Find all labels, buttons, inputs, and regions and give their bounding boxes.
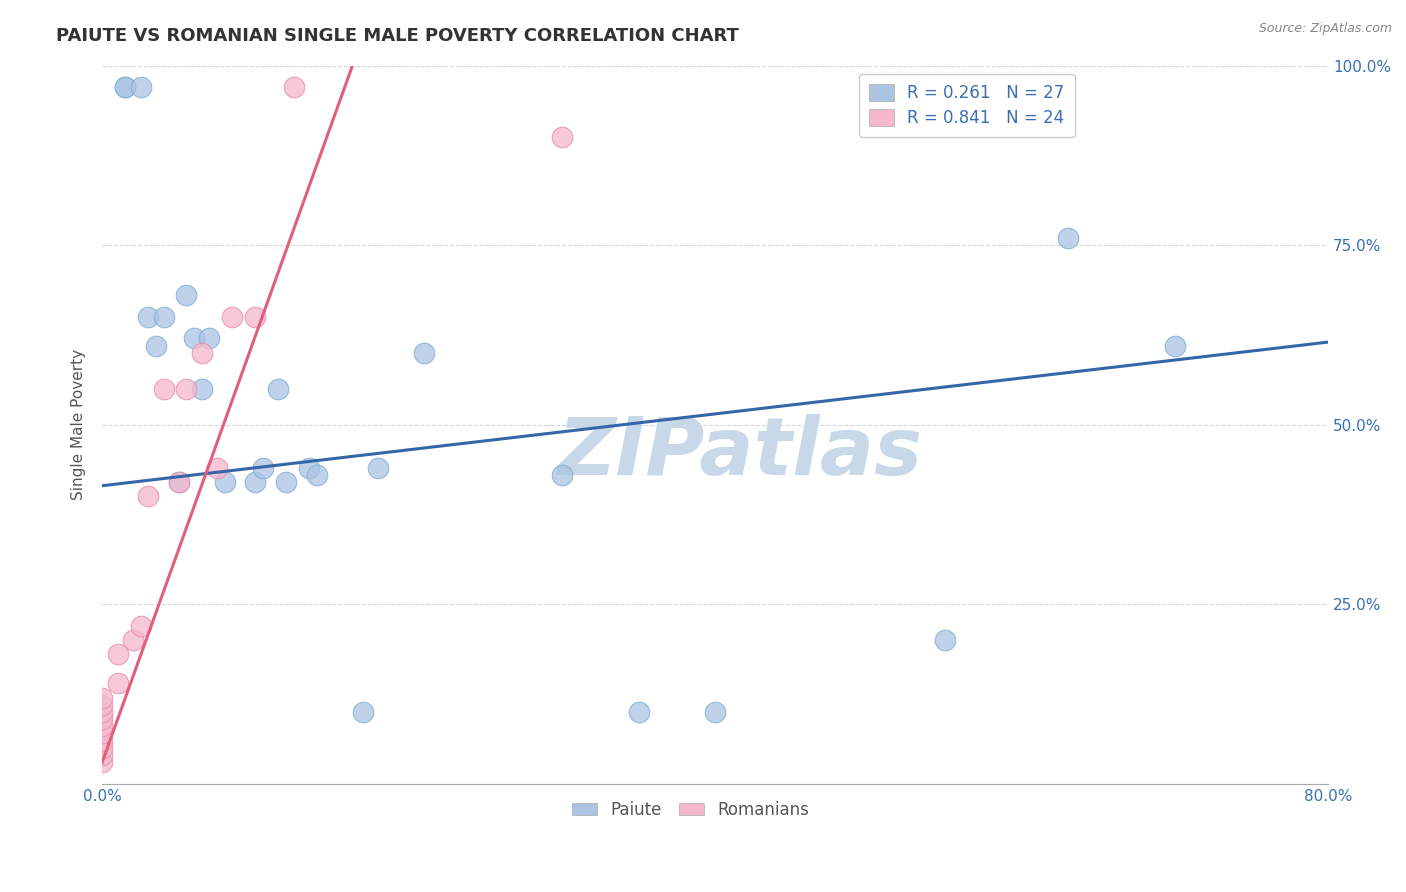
Point (191, 346, 214, 360)
Point (221, 310, 243, 324)
Point (413, 346, 436, 360)
Point (245, 475, 267, 489)
Legend: Paiute, Romanians: Paiute, Romanians (565, 795, 815, 826)
Y-axis label: Single Male Poverty: Single Male Poverty (72, 349, 86, 500)
Point (551, 130, 574, 145)
Point (176, 288, 198, 302)
Point (114, 80, 136, 95)
Point (198, 331, 221, 345)
Point (704, 705, 727, 719)
Text: Source: ZipAtlas.com: Source: ZipAtlas.com (1258, 22, 1392, 36)
Point (205, 460, 228, 475)
Point (152, 382, 174, 396)
Point (107, 676, 129, 690)
Point (274, 475, 297, 489)
Point (91, 690, 114, 705)
Point (267, 382, 290, 396)
Point (283, 80, 305, 95)
Point (114, 80, 136, 95)
Point (121, 633, 143, 648)
Point (298, 460, 321, 475)
Point (91, 733, 114, 747)
Point (627, 705, 650, 719)
Point (136, 310, 159, 324)
Point (91, 755, 114, 769)
Point (214, 475, 236, 489)
Point (129, 619, 152, 633)
Point (91, 712, 114, 726)
Point (245, 310, 267, 324)
Point (352, 705, 374, 719)
Point (167, 475, 190, 489)
Point (129, 80, 152, 95)
Point (91, 719, 114, 733)
Point (183, 331, 205, 345)
Point (191, 382, 214, 396)
Text: PAIUTE VS ROMANIAN SINGLE MALE POVERTY CORRELATION CHART: PAIUTE VS ROMANIAN SINGLE MALE POVERTY C… (56, 27, 740, 45)
Point (145, 339, 167, 353)
Point (934, 633, 956, 648)
Point (176, 382, 198, 396)
Point (107, 648, 129, 662)
Text: ZIPatlas: ZIPatlas (557, 415, 922, 492)
Point (1164, 339, 1187, 353)
Point (91, 698, 114, 712)
Point (1056, 231, 1078, 245)
Point (91, 726, 114, 740)
Point (252, 460, 274, 475)
Point (305, 467, 328, 482)
Point (152, 310, 174, 324)
Point (91, 705, 114, 719)
Point (91, 740, 114, 755)
Point (136, 490, 159, 504)
Point (167, 475, 190, 489)
Point (551, 467, 574, 482)
Point (91, 747, 114, 762)
Point (367, 460, 389, 475)
